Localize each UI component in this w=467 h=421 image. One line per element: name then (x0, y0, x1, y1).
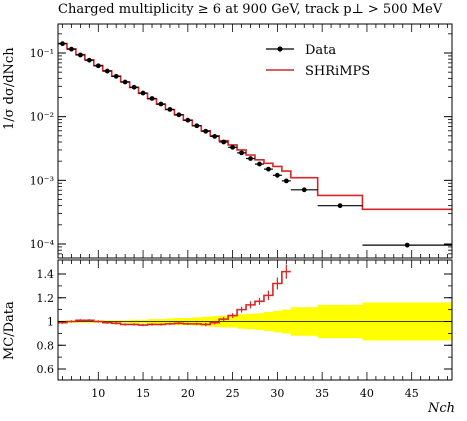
data-point (404, 242, 410, 248)
ratio-y-tick-label: 0.8 (37, 339, 55, 352)
x-axis-label: Nch (428, 401, 456, 416)
data-point (257, 161, 262, 167)
data-point (176, 112, 182, 118)
x-tick-label: 20 (181, 387, 195, 400)
data-point (149, 96, 155, 101)
data-point (131, 84, 137, 90)
main-y-tick-label: 10⁻⁴ (30, 238, 55, 251)
ratio-mc-step-line (58, 270, 291, 326)
x-tick-label: 30 (270, 387, 284, 400)
data-point (77, 52, 83, 58)
mc-step-line (58, 42, 452, 211)
legend: Data SHRiMPS (266, 43, 370, 79)
data-point (283, 178, 289, 184)
data-point (301, 187, 307, 193)
data-point (337, 203, 343, 209)
data-point (158, 101, 164, 107)
data-point (167, 107, 173, 112)
legend-mc-label: SHRiMPS (305, 64, 370, 79)
ratio-y-tick-label: 1.2 (37, 292, 55, 305)
legend-data-label: Data (305, 43, 336, 58)
data-point (140, 90, 146, 96)
data-point (230, 144, 236, 150)
x-tick-label: 45 (405, 387, 419, 400)
main-frame (57, 23, 453, 259)
data-point (212, 133, 218, 139)
x-tick-label: 25 (226, 387, 240, 400)
main-y-tick-label: 10⁻¹ (30, 47, 54, 60)
main-panel: 10⁻⁴ 10⁻³ 10⁻² 10⁻¹ (30, 23, 453, 259)
data-point (239, 150, 244, 156)
x-tick-label: 10 (91, 387, 105, 400)
data-point (69, 46, 74, 52)
data-point (86, 57, 92, 63)
x-tick-label: 35 (315, 387, 329, 400)
main-y-tick-label: 10⁻³ (30, 174, 54, 187)
data-point (248, 156, 253, 161)
data-point (104, 68, 110, 74)
data-point (266, 166, 271, 172)
ratio-y-tick-label: 0.6 (37, 363, 55, 376)
data-point (221, 139, 227, 145)
data-point (274, 172, 280, 178)
data-point (194, 123, 200, 129)
data-point (95, 63, 101, 69)
main-y-tick-label: 10⁻² (30, 111, 54, 124)
chart-title: Charged multiplicity ≥ 6 at 900 GeV, tra… (58, 2, 443, 17)
data-point (122, 79, 128, 85)
x-tick-label: 40 (360, 387, 374, 400)
x-tick-label: 15 (136, 387, 150, 400)
legend-data-marker (277, 46, 283, 52)
data-point (113, 73, 119, 79)
ratio-y-tick-label: 1 (47, 316, 54, 329)
data-point (60, 41, 65, 47)
ratio-y-tick-label: 1.4 (37, 268, 55, 281)
ratio-panel: 0.6 0.8 1 1.2 1.4 10 15 20 25 30 35 40 45 (37, 259, 453, 400)
data-point (185, 117, 191, 123)
ratio-frame (57, 259, 453, 381)
data-point (203, 128, 209, 134)
